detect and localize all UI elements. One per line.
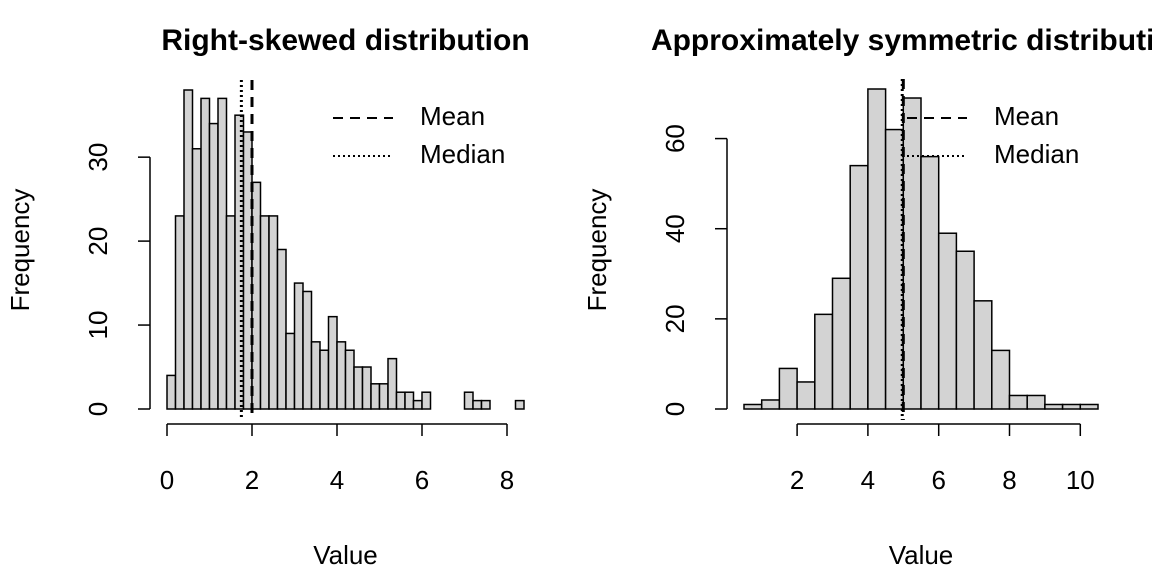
- bar: [472, 399, 483, 410]
- y-tick-label: 30: [83, 143, 113, 172]
- legend-label: Median: [994, 139, 1079, 169]
- bar: [353, 366, 364, 410]
- bar: [849, 164, 869, 410]
- x-tick-label: 8: [1002, 465, 1016, 495]
- legend-label: Mean: [420, 101, 485, 131]
- bar: [327, 315, 338, 410]
- bar: [319, 349, 330, 410]
- bar: [480, 399, 491, 410]
- y-tick-label: 20: [83, 227, 113, 256]
- y-tick-label: 0: [660, 402, 690, 416]
- bar: [796, 381, 816, 410]
- y-axis-label: Frequency: [582, 189, 612, 312]
- bar: [302, 290, 313, 410]
- bar: [285, 332, 296, 410]
- bar: [225, 215, 236, 410]
- bar: [937, 232, 958, 410]
- x-tick-label: 4: [861, 465, 875, 495]
- bar: [867, 88, 887, 410]
- legend-label: Mean: [994, 101, 1059, 131]
- bar: [1008, 394, 1028, 410]
- bar: [743, 403, 763, 410]
- bar: [208, 122, 219, 410]
- bar: [404, 391, 415, 410]
- bar: [920, 155, 940, 410]
- y-tick-label: 60: [660, 124, 690, 153]
- bar: [884, 128, 905, 410]
- bar: [463, 391, 474, 410]
- bar: [174, 215, 185, 410]
- bar: [760, 399, 781, 410]
- x-tick-label: 8: [500, 465, 514, 495]
- bar: [200, 97, 211, 410]
- bar: [1079, 403, 1099, 410]
- y-axis-label: Frequency: [5, 189, 35, 312]
- y-tick-label: 0: [83, 402, 113, 416]
- bar: [234, 114, 245, 410]
- bar: [1061, 403, 1082, 410]
- bar: [514, 399, 525, 410]
- bar: [276, 248, 287, 410]
- chart-title: Approximately symmetric distribution: [651, 24, 1152, 57]
- bar: [973, 300, 993, 410]
- bar: [259, 215, 270, 410]
- x-tick-label: 2: [245, 465, 259, 495]
- bar: [395, 391, 406, 410]
- x-axis-label: Value: [889, 540, 954, 570]
- x-tick-label: 6: [415, 465, 429, 495]
- x-tick-label: 0: [160, 465, 174, 495]
- bar: [991, 349, 1011, 410]
- x-tick-label: 10: [1066, 465, 1095, 495]
- x-tick-label: 2: [790, 465, 804, 495]
- y-tick-label: 20: [660, 304, 690, 333]
- bar: [1044, 403, 1064, 410]
- bar: [387, 357, 398, 410]
- bar: [217, 97, 228, 410]
- bar: [183, 89, 194, 410]
- bar: [831, 277, 851, 410]
- x-tick-label: 4: [330, 465, 344, 495]
- bar: [778, 367, 798, 410]
- bar: [336, 341, 347, 410]
- bar: [361, 366, 372, 410]
- bar: [293, 282, 304, 410]
- bar: [370, 383, 381, 410]
- bar: [421, 391, 432, 410]
- y-tick-label: 40: [660, 214, 690, 243]
- x-tick-label: 6: [931, 465, 945, 495]
- bar: [166, 374, 177, 410]
- bar: [310, 341, 321, 410]
- chart-title: Right-skewed distribution: [161, 24, 529, 57]
- bar: [268, 215, 279, 410]
- legend-label: Median: [420, 139, 505, 169]
- bar: [191, 148, 202, 410]
- bar: [814, 313, 834, 410]
- bar: [412, 399, 423, 410]
- bar: [1026, 394, 1046, 410]
- bar: [344, 349, 355, 410]
- bar: [955, 250, 975, 410]
- y-tick-label: 10: [83, 311, 113, 340]
- bar: [378, 383, 389, 410]
- x-axis-label: Value: [313, 540, 378, 570]
- bar: [902, 97, 922, 410]
